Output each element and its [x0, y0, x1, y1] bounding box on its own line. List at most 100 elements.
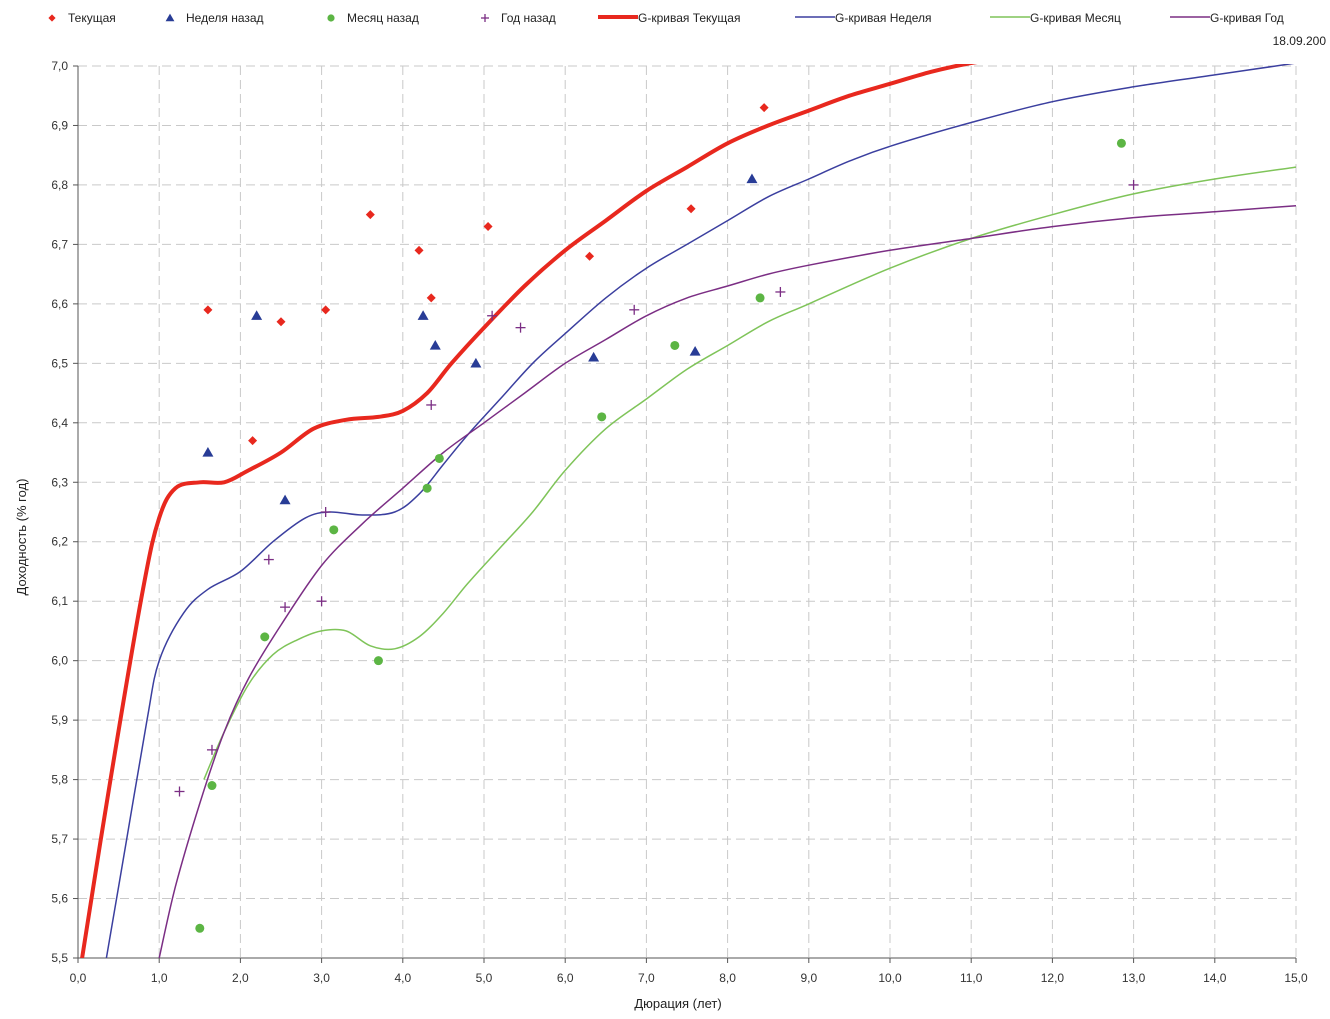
y-tick-label: 6,2 [51, 535, 68, 549]
data-points [174, 103, 1139, 933]
point-s1-8 [483, 222, 493, 232]
y-tick-label: 6,8 [51, 178, 68, 192]
curve-series-1 [80, 64, 978, 958]
y-tick-label: 6,9 [51, 118, 68, 132]
point-s1-9 [585, 251, 595, 261]
curve-series-4 [158, 204, 1296, 958]
x-tick-label: 7,0 [638, 971, 655, 985]
legend-label-8: G-кривая Год [1210, 11, 1284, 25]
point-s4-7 [426, 399, 437, 410]
point-s1-11 [759, 103, 769, 113]
legend-marker-3 [327, 14, 335, 22]
legend: Текущая Неделя назад Месяц назад Год назад G… [48, 11, 1284, 25]
point-s2-7 [588, 351, 600, 362]
point-s3-1 [195, 923, 205, 933]
point-s2-1 [202, 447, 214, 457]
y-tick-label: 5,8 [51, 773, 68, 787]
point-s4-6 [320, 507, 331, 517]
point-s4-1 [174, 786, 185, 797]
legend-marker-2 [165, 13, 175, 22]
y-tick-label: 5,9 [51, 713, 68, 727]
x-tick-label: 6,0 [557, 971, 574, 985]
y-tick-label: 6,6 [51, 297, 68, 311]
y-tick-label: 6,0 [51, 654, 68, 668]
point-s3-5 [373, 656, 383, 666]
legend-label-1: Текущая [68, 11, 116, 25]
point-s4-9 [515, 322, 526, 333]
y-tick-label: 5,6 [51, 892, 68, 906]
x-tick-label: 2,0 [232, 971, 249, 985]
curve-series-2 [105, 64, 1295, 958]
point-s1-2 [248, 436, 258, 446]
grid [78, 65, 1297, 958]
point-s1-6 [414, 245, 424, 255]
point-s3-8 [597, 412, 607, 422]
y-tick-label: 7,0 [51, 59, 68, 73]
point-s2-3 [279, 494, 291, 505]
point-s1-5 [365, 210, 375, 220]
point-s4-3 [263, 554, 274, 565]
legend-label-7: G-кривая Месяц [1030, 11, 1121, 25]
y-tick-label: 6,3 [51, 475, 68, 489]
point-s3-9 [670, 340, 680, 350]
point-s2-8 [689, 345, 701, 356]
point-s3-2 [207, 781, 217, 791]
point-s4-12 [1128, 179, 1139, 190]
point-s1-4 [321, 305, 331, 315]
x-tick-label: 11,0 [960, 971, 983, 985]
point-s3-6 [422, 483, 432, 493]
y-tick-label: 6,4 [51, 416, 68, 430]
legend-marker-4 [481, 14, 489, 22]
point-s3-7 [434, 453, 444, 463]
point-s3-4 [329, 525, 339, 535]
x-tick-label: 13,0 [1122, 971, 1146, 985]
point-s4-4 [280, 602, 291, 613]
point-s1-7 [426, 293, 436, 303]
point-s4-2 [206, 744, 217, 755]
x-tick-label: 0,0 [70, 971, 87, 985]
y-tick-label: 5,7 [51, 832, 68, 846]
x-axis-title: Дюрация (лет) [634, 996, 721, 1011]
point-s1-1 [203, 305, 213, 315]
point-s3-11 [1116, 138, 1126, 148]
legend-marker-1 [48, 14, 56, 22]
curves [80, 64, 1296, 958]
x-tick-label: 1,0 [151, 971, 168, 985]
legend-label-5: G-кривая Текущая [638, 11, 740, 25]
y-tick-label: 5,5 [51, 951, 68, 965]
x-tick-label: 10,0 [878, 971, 902, 985]
point-s1-10 [686, 204, 696, 214]
point-s3-3 [260, 632, 270, 642]
x-tick-label: 9,0 [800, 971, 817, 985]
legend-label-2: Неделя назад [186, 11, 264, 25]
point-s4-11 [775, 286, 786, 297]
curve-series-3 [203, 166, 1296, 780]
point-s4-5 [316, 596, 327, 607]
chart-date-label: 18.09.200 [1273, 34, 1327, 48]
y-tick-label: 6,7 [51, 237, 68, 251]
point-s2-4 [417, 310, 429, 320]
point-s2-2 [251, 310, 263, 320]
point-s2-5 [429, 339, 441, 350]
x-tick-label: 14,0 [1203, 971, 1227, 985]
point-s1-3 [276, 317, 286, 327]
point-s4-10 [629, 304, 640, 315]
point-s4-8 [487, 310, 498, 321]
x-tick-label: 3,0 [313, 971, 330, 985]
x-tick-label: 8,0 [719, 971, 736, 985]
y-axis-title: Доходность (% год) [14, 479, 29, 596]
y-tick-label: 6,1 [51, 594, 68, 608]
y-tick-label: 6,5 [51, 356, 68, 370]
legend-label-4: Год назад [501, 11, 556, 25]
point-s3-10 [755, 293, 765, 303]
x-tick-label: 5,0 [476, 971, 493, 985]
x-tick-label: 15,0 [1284, 971, 1308, 985]
point-s2-9 [746, 173, 758, 184]
legend-label-6: G-кривая Неделя [835, 11, 932, 25]
x-tick-label: 4,0 [394, 971, 411, 985]
point-s2-6 [470, 357, 482, 368]
axes: 0,0 1,0 2,0 3,0 4,0 5,0 6,0 7,0 8,0 9,0 10,0 11,0 12… [51, 59, 1308, 985]
x-tick-label: 12,0 [1041, 971, 1065, 985]
